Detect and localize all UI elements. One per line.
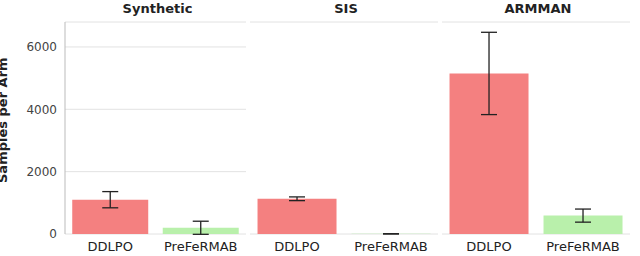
svg-text:PreFeRMAB: PreFeRMAB bbox=[546, 239, 620, 254]
svg-text:PreFeRMAB: PreFeRMAB bbox=[164, 239, 238, 254]
svg-text:DDLPO: DDLPO bbox=[88, 239, 133, 254]
svg-text:PreFeRMAB: PreFeRMAB bbox=[354, 239, 428, 254]
svg-text:Samples per Arm: Samples per Arm bbox=[8, 57, 10, 183]
svg-text:DDLPO: DDLPO bbox=[274, 239, 319, 254]
html-text:SIS: SIS bbox=[334, 1, 358, 16]
svg-text:DDLPO: DDLPO bbox=[466, 239, 511, 254]
html-text:Synthetic: Synthetic bbox=[122, 1, 193, 16]
svg-text:0: 0 bbox=[49, 227, 57, 241]
svg-text:4000: 4000 bbox=[26, 103, 57, 117]
html-text:ARMMAN: ARMMAN bbox=[504, 1, 572, 16]
svg-text:6000: 6000 bbox=[26, 40, 57, 54]
svg-text:2000: 2000 bbox=[26, 165, 57, 179]
